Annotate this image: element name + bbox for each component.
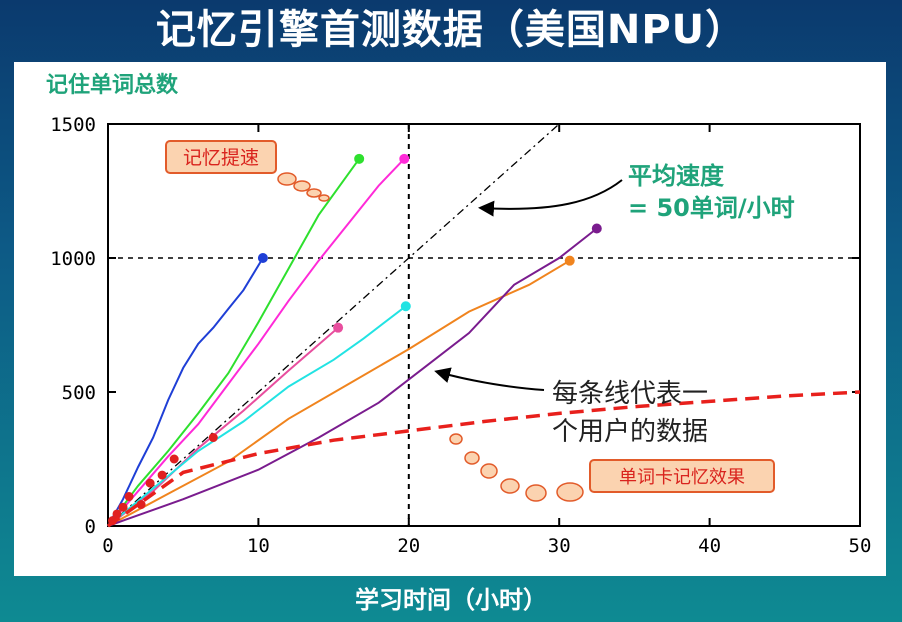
series-end-point-4 — [333, 322, 344, 333]
flashcard-curve — [106, 390, 861, 528]
early-data-point — [124, 492, 134, 502]
flashcard-label-box — [589, 459, 775, 493]
series-end-point-2 — [354, 153, 365, 164]
series-end-point-1 — [257, 253, 268, 263]
flashcard-label: 单词卡记忆效果 — [619, 467, 745, 488]
early-data-point — [208, 433, 218, 443]
x-tick-label: 20 — [397, 535, 420, 557]
per-user-text-line2: 个用户的数据 — [552, 417, 708, 447]
series-line-2 — [107, 158, 361, 527]
callout-bubble — [293, 180, 311, 192]
series-end-point-6 — [564, 255, 575, 266]
speedup-label: 记忆提速 — [183, 147, 259, 169]
callout-bubble — [480, 463, 498, 479]
y-tick-label: 0 — [85, 516, 96, 538]
x-tick-label: 30 — [548, 535, 571, 557]
callout-bubble — [464, 451, 480, 465]
series-end-point-5 — [400, 301, 411, 312]
early-data-point — [145, 478, 155, 488]
early-data-point — [169, 454, 179, 464]
avg-speed-text-line1: 平均速度 — [628, 162, 725, 190]
chart: 0 10 20 30 40 50050010001500记住单词总数记忆提速单词卡记忆效果… — [46, 72, 872, 557]
per-user-text-line1: 每条线代表一 — [552, 379, 708, 409]
series-line-5 — [107, 305, 407, 527]
callout-bubble — [556, 482, 584, 502]
series-line-6 — [107, 259, 571, 527]
avg-speed-text-line2: = 50单词/小时 — [628, 194, 795, 222]
callout-bubble — [449, 433, 463, 445]
series-line-1 — [107, 257, 264, 527]
plot-frame — [107, 123, 861, 527]
callout-bubble — [306, 188, 322, 198]
slide-title: 记忆引擎首测数据（美国NPU） — [155, 7, 747, 53]
avg-speed-arrow — [478, 179, 623, 217]
series-end-point-7 — [591, 223, 602, 234]
x-tick-label: 40 — [698, 535, 721, 557]
early-data-point — [136, 500, 146, 510]
y-tick-label: 1500 — [50, 114, 96, 136]
y-tick-label: 1000 — [50, 248, 96, 270]
series-line-3 — [107, 158, 406, 527]
speedup-label-box — [165, 140, 277, 174]
early-data-point — [112, 509, 122, 519]
series-line-7 — [107, 227, 598, 527]
y-tick-label: 500 — [62, 382, 96, 404]
x-axis-caption: 学习时间（小时） — [355, 586, 547, 614]
series-end-point-3 — [399, 153, 410, 164]
chart-panel: 0 10 20 30 40 50 0 500 1000 1500 记住单词总数 记忆提速 单词卡记忆效果… — [14, 62, 886, 576]
callout-bubble — [277, 172, 297, 186]
callout-bubble — [318, 194, 330, 202]
per-user-arrow — [434, 367, 545, 391]
callout-bubble — [500, 478, 520, 494]
early-data-point — [157, 470, 167, 480]
series-line-4 — [107, 326, 339, 527]
early-data-point — [118, 502, 128, 512]
x-tick-label: 50 — [849, 535, 872, 557]
callout-bubble — [525, 484, 547, 502]
x-tick-label: 0 — [102, 535, 113, 557]
y-axis-label: 记住单词总数 — [46, 72, 179, 98]
x-tick-label: 10 — [247, 535, 270, 557]
